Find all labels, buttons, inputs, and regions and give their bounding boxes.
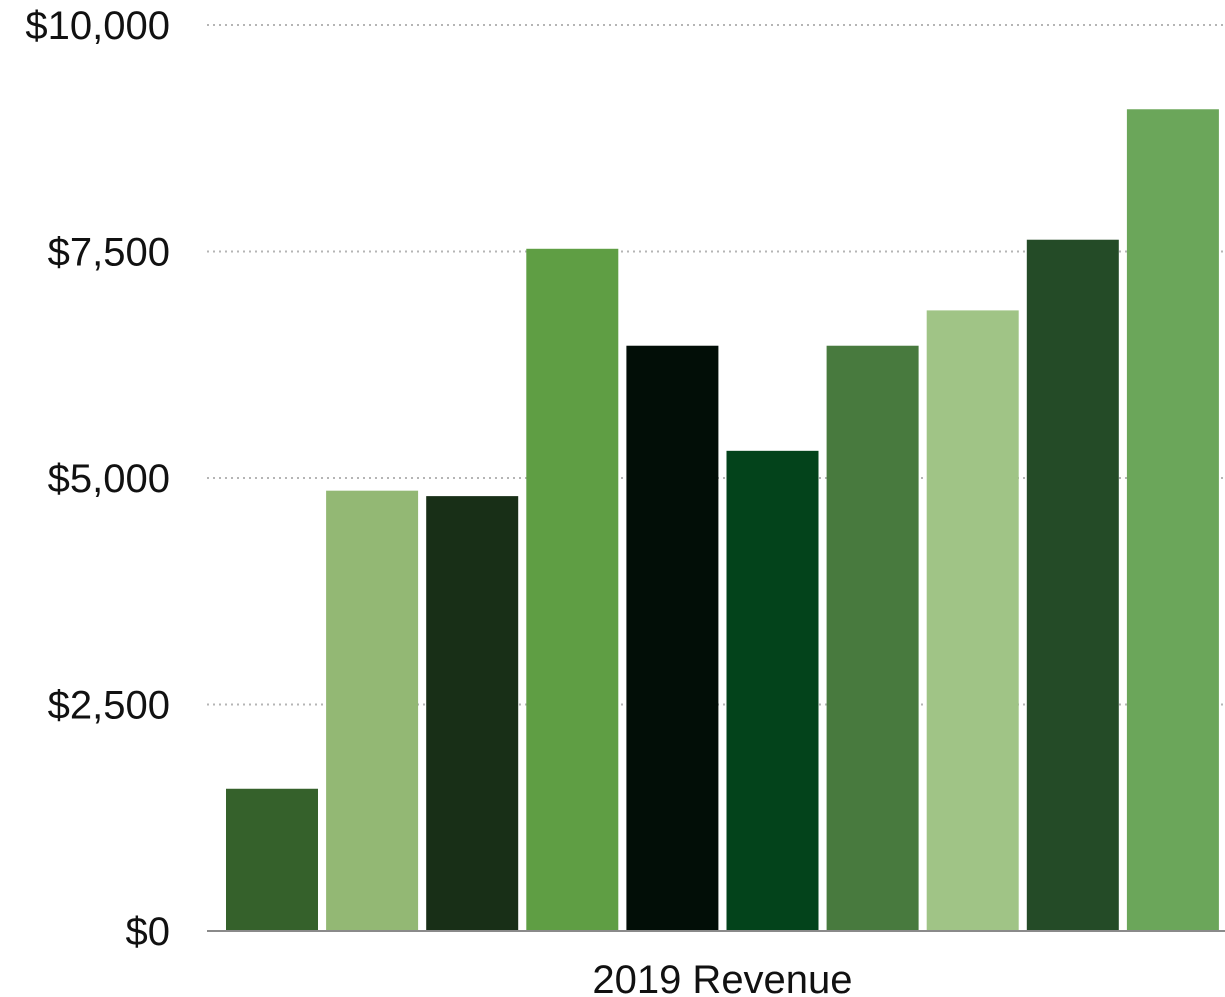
y-tick-label: $10,000 (25, 4, 170, 48)
bar (726, 450, 819, 931)
bar (226, 788, 318, 931)
x-axis-labels: 2019 Revenue (592, 958, 852, 997)
y-tick-label: $0 (126, 910, 171, 954)
bar (426, 496, 519, 931)
bar (1026, 239, 1119, 932)
bar (626, 345, 719, 931)
bar (826, 345, 919, 931)
bar (1126, 109, 1219, 932)
y-axis-ticks: $0 $2,500 $5,000 $7,500 $10,000 (25, 4, 170, 954)
y-tick-label: $2,500 (48, 684, 170, 728)
y-tick-label: $5,000 (48, 457, 170, 501)
bar (926, 310, 1019, 931)
x-category-label: 2019 Revenue (592, 958, 852, 997)
y-tick-label: $7,500 (48, 231, 170, 275)
bars (226, 109, 1219, 932)
bar (326, 490, 419, 931)
bar (526, 248, 619, 932)
